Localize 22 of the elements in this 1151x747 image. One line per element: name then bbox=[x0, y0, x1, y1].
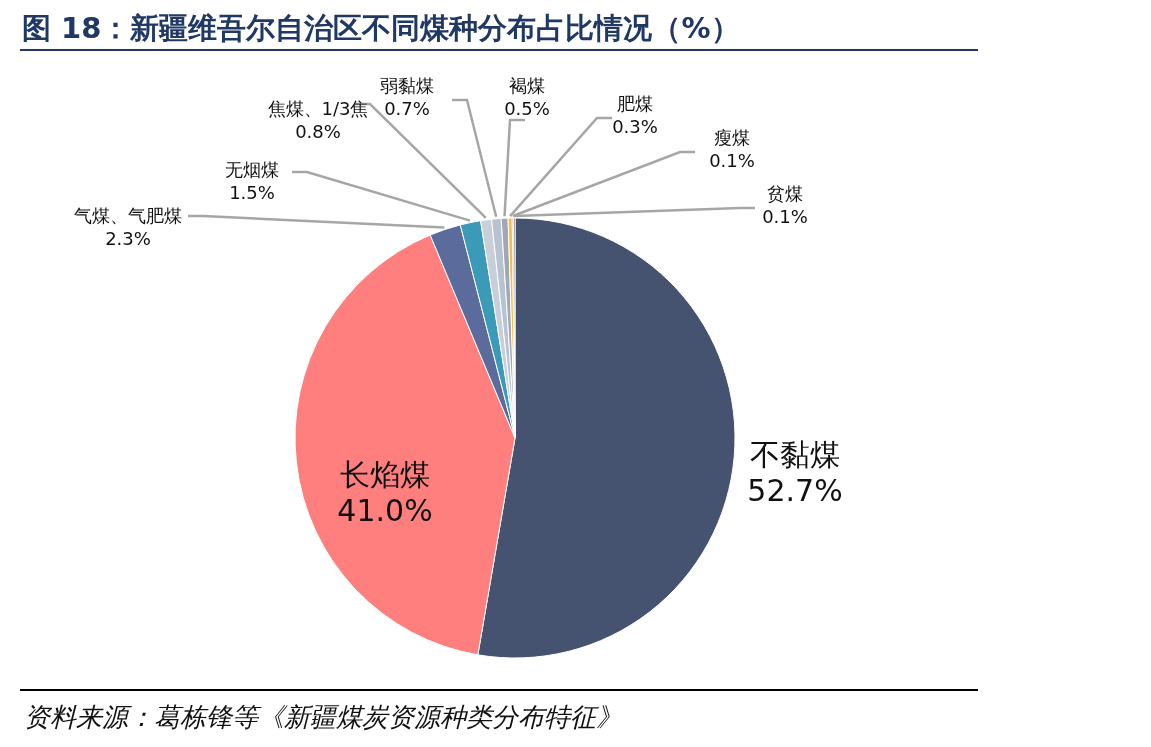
data-label: 0.1% bbox=[762, 206, 808, 227]
data-label: 41.0% bbox=[337, 493, 433, 528]
data-label: 2.3% bbox=[105, 228, 151, 249]
slice-label: 长焰煤 bbox=[340, 457, 430, 492]
slice-label: 焦煤、1/3焦 bbox=[267, 98, 369, 119]
data-label: 0.3% bbox=[612, 116, 658, 137]
slice-label: 褐煤 bbox=[509, 75, 545, 96]
slice-label: 弱黏煤 bbox=[380, 75, 434, 96]
data-label: 1.5% bbox=[229, 182, 275, 203]
data-label: 52.7% bbox=[747, 473, 843, 508]
slice-label: 肥煤 bbox=[617, 93, 653, 114]
slice-label: 无烟煤 bbox=[225, 159, 279, 180]
data-label: 0.1% bbox=[709, 150, 755, 171]
data-label: 0.7% bbox=[384, 98, 430, 119]
text: 资料来源：葛栋锋等《新疆煤炭资源种类分布特征》 bbox=[24, 702, 622, 732]
slice-label: 瘦煤 bbox=[714, 127, 750, 148]
data-label: 0.5% bbox=[504, 98, 550, 119]
slice-label: 气煤、气肥煤 bbox=[74, 205, 182, 226]
slice-label: 贫煤 bbox=[767, 183, 803, 204]
chart-title: 图 18：新疆维吾尔自治区不同煤种分布占比情况（%） bbox=[22, 11, 740, 45]
data-label: 0.8% bbox=[295, 121, 341, 142]
slice-label: 不黏煤 bbox=[750, 437, 840, 472]
